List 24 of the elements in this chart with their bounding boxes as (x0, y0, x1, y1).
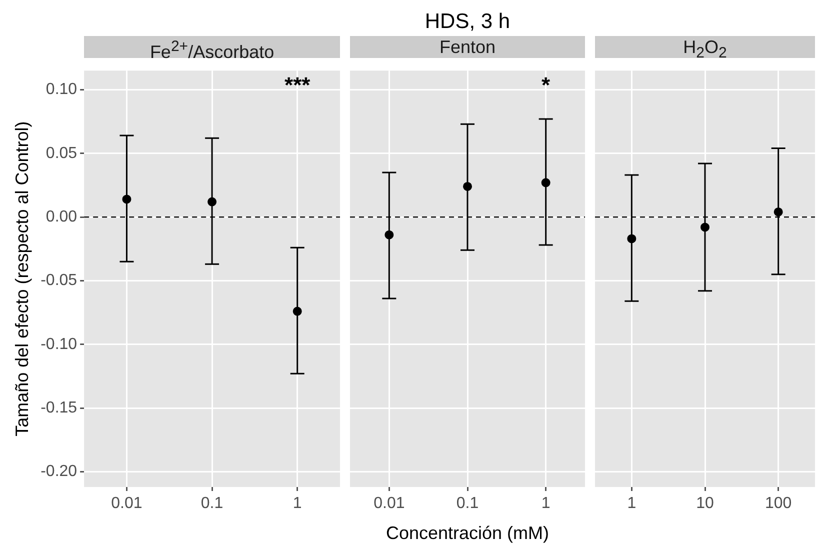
chart-subtitle: H$_{2}$O$_{2}$ (682, 36, 728, 62)
y-tick-label: -0.15 (40, 399, 78, 416)
annotation: * (542, 72, 551, 98)
chart-subtitle: Fe$^{2+}$/Ascorbato (148, 37, 276, 62)
x-axis-title: Concentración (mM) (386, 523, 550, 544)
y-tick-label: -0.10 (40, 336, 78, 353)
x-tick-label: 10 (696, 495, 714, 512)
chart-subtitle: Fenton (350, 36, 585, 58)
annotation: *** (284, 72, 311, 98)
x-tick-label: 0.1 (200, 495, 224, 512)
chart-title: HDS, 3 h (424, 9, 512, 35)
y-tick-label: 0.05 (46, 144, 78, 162)
x-tick-label: 1 (627, 495, 636, 512)
x-tick-label: 0.01 (111, 495, 142, 512)
y-tick-label: -0.05 (40, 272, 78, 290)
y-tick-label: -0.20 (40, 463, 78, 480)
y-axis-title: Tamaño del efecto (respecto al Control) (12, 121, 32, 436)
x-tick-label: 1 (541, 495, 550, 512)
y-tick-label: 0.10 (46, 81, 78, 98)
y-tick-label: 0.00 (46, 208, 78, 226)
x-tick-label: 0.1 (456, 495, 479, 512)
x-tick-label: 1 (292, 495, 302, 512)
x-tick-label: 100 (764, 495, 792, 512)
x-tick-label: 0.01 (374, 495, 405, 512)
